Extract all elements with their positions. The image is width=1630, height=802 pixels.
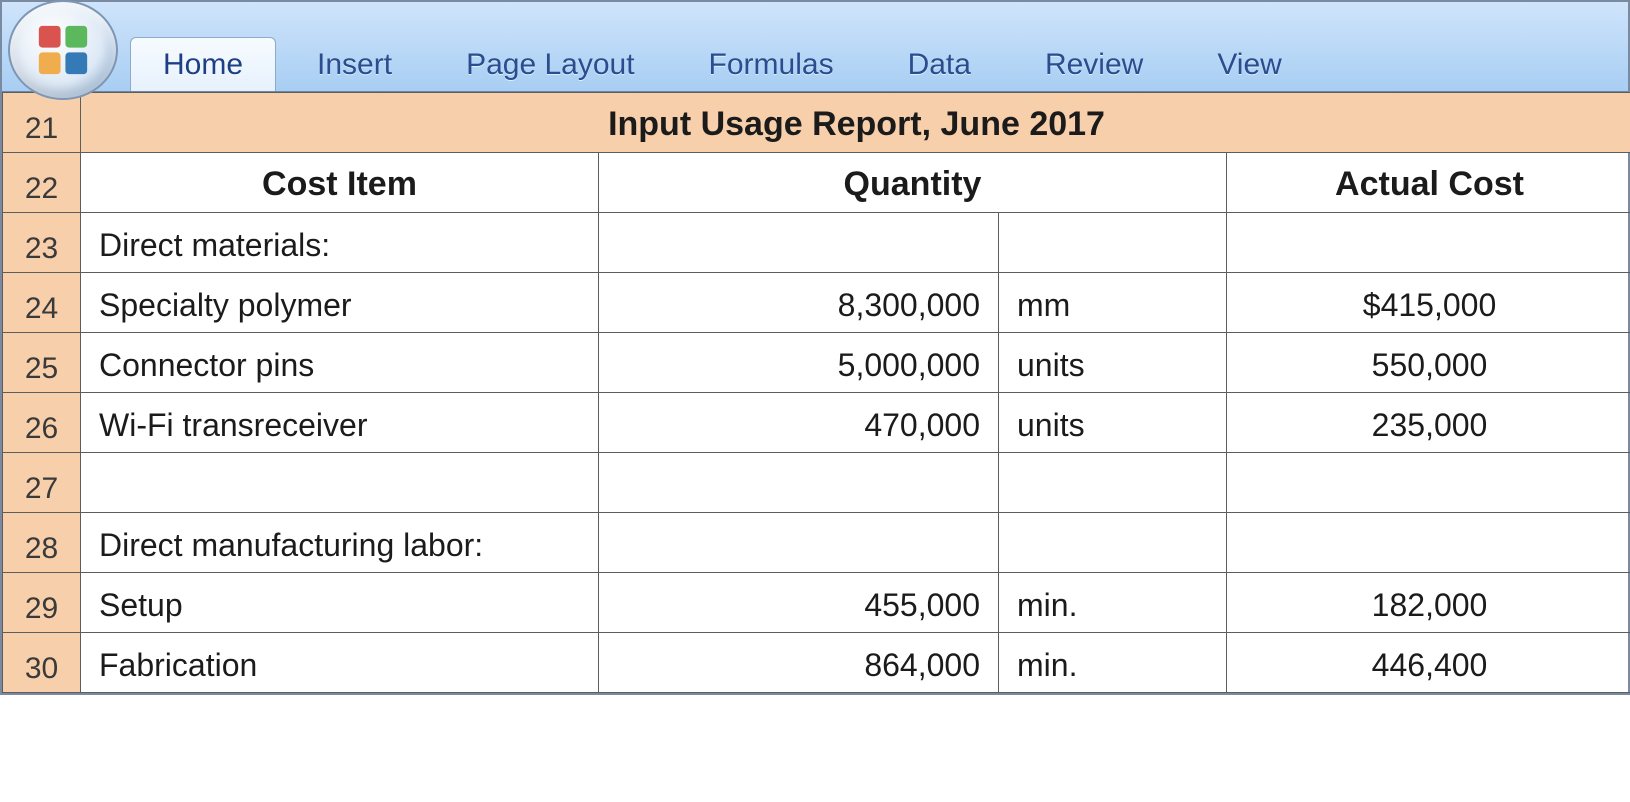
table-row: 25Connector pins5,000,000units550,000 [3, 333, 1630, 393]
cell-unit[interactable]: units [999, 333, 1227, 393]
table-row: 29Setup455,000min.182,000 [3, 573, 1630, 633]
table-row: 28Direct manufacturing labor: [3, 513, 1630, 573]
tab-insert[interactable]: Insert [284, 37, 425, 91]
cell-actual-cost[interactable] [1227, 453, 1630, 513]
office-button[interactable] [8, 0, 118, 100]
cell-actual-cost[interactable]: 235,000 [1227, 393, 1630, 453]
cell-unit[interactable]: mm [999, 273, 1227, 333]
cell-actual-cost[interactable] [1227, 213, 1630, 273]
cell-quantity[interactable]: 5,000,000 [599, 333, 999, 393]
spreadsheet-grid: 21Input Usage Report, June 201722Cost It… [2, 92, 1630, 693]
cell-actual-cost[interactable]: 182,000 [1227, 573, 1630, 633]
cell-actual-cost[interactable]: 550,000 [1227, 333, 1630, 393]
row-header-30[interactable]: 30 [3, 633, 81, 693]
cell-cost-item[interactable]: Direct manufacturing labor: [81, 513, 599, 573]
cell-cost-item[interactable]: Connector pins [81, 333, 599, 393]
col-header-cost-item[interactable]: Cost Item [81, 153, 599, 213]
office-logo-icon [34, 21, 92, 79]
table-row: 26Wi-Fi transreceiver470,000units235,000 [3, 393, 1630, 453]
cell-actual-cost[interactable] [1227, 513, 1630, 573]
table-row: 23Direct materials: [3, 213, 1630, 273]
cell-cost-item[interactable]: Setup [81, 573, 599, 633]
row-header-27[interactable]: 27 [3, 453, 81, 513]
cell-quantity[interactable]: 864,000 [599, 633, 999, 693]
cell-cost-item[interactable]: Specialty polymer [81, 273, 599, 333]
cell-actual-cost[interactable]: 446,400 [1227, 633, 1630, 693]
table-row: 30Fabrication864,000min.446,400 [3, 633, 1630, 693]
excel-window: HomeInsertPage LayoutFormulasDataReviewV… [0, 0, 1630, 695]
cell-cost-item[interactable]: Wi-Fi transreceiver [81, 393, 599, 453]
cell-quantity[interactable]: 470,000 [599, 393, 999, 453]
tab-view[interactable]: View [1184, 37, 1314, 91]
cell-unit[interactable]: min. [999, 633, 1227, 693]
col-header-quantity[interactable]: Quantity [599, 153, 1227, 213]
cell-cost-item[interactable]: Fabrication [81, 633, 599, 693]
tab-page-layout[interactable]: Page Layout [433, 37, 667, 91]
cell-actual-cost[interactable]: $415,000 [1227, 273, 1630, 333]
row-header-25[interactable]: 25 [3, 333, 81, 393]
cell-quantity[interactable] [599, 513, 999, 573]
cell-quantity[interactable]: 8,300,000 [599, 273, 999, 333]
cell-unit[interactable]: min. [999, 573, 1227, 633]
col-header-actual-cost[interactable]: Actual Cost [1227, 153, 1630, 213]
cell-cost-item[interactable] [81, 453, 599, 513]
cell-cost-item[interactable]: Direct materials: [81, 213, 599, 273]
row-header-29[interactable]: 29 [3, 573, 81, 633]
cell-quantity[interactable] [599, 213, 999, 273]
cell-quantity[interactable]: 455,000 [599, 573, 999, 633]
cell-unit[interactable] [999, 453, 1227, 513]
tab-home[interactable]: Home [130, 37, 276, 91]
row-header-22[interactable]: 22 [3, 153, 81, 213]
row-header-28[interactable]: 28 [3, 513, 81, 573]
table-row: 24Specialty polymer8,300,000mm$415,000 [3, 273, 1630, 333]
row-header-21[interactable]: 21 [3, 93, 81, 153]
report-title[interactable]: Input Usage Report, June 2017 [81, 93, 1630, 153]
tab-review[interactable]: Review [1012, 37, 1176, 91]
tab-data[interactable]: Data [875, 37, 1004, 91]
row-header-26[interactable]: 26 [3, 393, 81, 453]
row-header-24[interactable]: 24 [3, 273, 81, 333]
table-row: 27 [3, 453, 1630, 513]
row-header-23[interactable]: 23 [3, 213, 81, 273]
ribbon-tabs: HomeInsertPage LayoutFormulasDataReviewV… [130, 31, 1628, 91]
cell-quantity[interactable] [599, 453, 999, 513]
ribbon: HomeInsertPage LayoutFormulasDataReviewV… [2, 2, 1628, 92]
cell-unit[interactable] [999, 513, 1227, 573]
tab-formulas[interactable]: Formulas [676, 37, 867, 91]
cell-unit[interactable]: units [999, 393, 1227, 453]
cell-unit[interactable] [999, 213, 1227, 273]
